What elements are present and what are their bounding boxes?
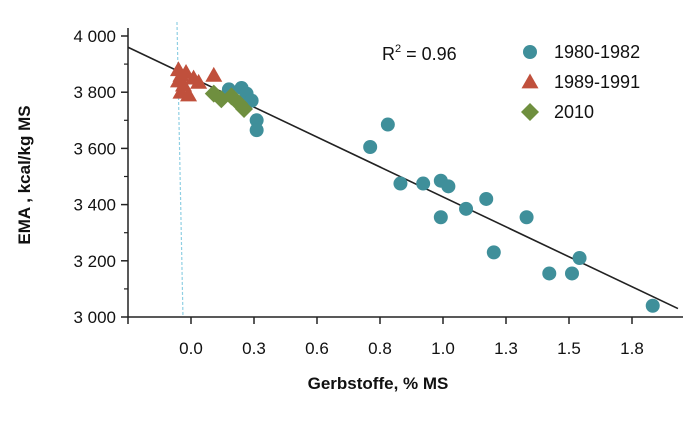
x-ticks: 0.0 0.3 0.6 0.8 1.0 1.3 1.5 1.8	[127, 317, 644, 358]
data-point-triangle	[190, 73, 208, 89]
data-point-circle	[363, 139, 378, 154]
y-axis-title: EMA , kcal/kg MS	[15, 105, 34, 244]
y-tick-label: 4 000	[73, 27, 116, 46]
legend-label: 2010	[554, 102, 594, 122]
data-point-circle	[393, 176, 408, 191]
x-tick-label: 0.6	[305, 339, 329, 358]
data-point-circle	[416, 176, 431, 191]
data-point-circle	[441, 179, 456, 194]
data-point-circle	[486, 245, 501, 260]
x-tick-label: 0.3	[242, 339, 266, 358]
x-tick-label: 1.5	[557, 339, 581, 358]
legend-marker-triangle	[521, 73, 539, 89]
data-point-triangle	[205, 66, 223, 82]
data-point-circle	[249, 123, 264, 138]
data-point-circle	[433, 210, 448, 225]
y-tick-label: 3 400	[73, 196, 116, 215]
x-tick-label: 0.0	[179, 339, 203, 358]
y-tick-label: 3 200	[73, 252, 116, 271]
reference-line	[176, 21, 184, 318]
y-tick-label: 3 600	[73, 139, 116, 158]
data-point-circle	[572, 250, 587, 265]
x-tick-label: 0.8	[368, 339, 392, 358]
x-tick-label: 1.0	[431, 339, 455, 358]
legend-marker-circle	[523, 45, 537, 59]
data-point-triangle	[177, 64, 195, 79]
legend: 1980-1982 1989-1991 2010	[521, 42, 640, 122]
data-point-circle	[565, 266, 579, 281]
data-point-circle	[519, 210, 534, 225]
legend-label: 1989-1991	[554, 72, 640, 92]
data-point-circle	[459, 201, 474, 216]
data-point-circle	[249, 113, 264, 128]
legend-label: 1980-1982	[554, 42, 640, 62]
r-squared-annotation: R2 = 0.96	[382, 43, 457, 64]
y-ticks: 3 000 3 200 3 400 3 600 3 800 4 000	[73, 27, 128, 327]
data-points	[169, 61, 660, 313]
data-point-circle	[645, 298, 660, 313]
y-tick-label: 3 800	[73, 83, 116, 102]
data-point-circle	[380, 117, 395, 132]
x-tick-label: 1.8	[620, 339, 644, 358]
legend-marker-diamond	[521, 103, 539, 121]
y-tick-label: 3 000	[73, 308, 116, 327]
x-axis-title: Gerbstoffe, % MS	[308, 374, 449, 393]
data-point-diamond	[235, 100, 254, 119]
x-tick-label: 1.3	[494, 339, 518, 358]
data-point-triangle	[180, 86, 198, 102]
data-point-circle	[479, 191, 494, 206]
data-point-circle	[542, 266, 557, 281]
